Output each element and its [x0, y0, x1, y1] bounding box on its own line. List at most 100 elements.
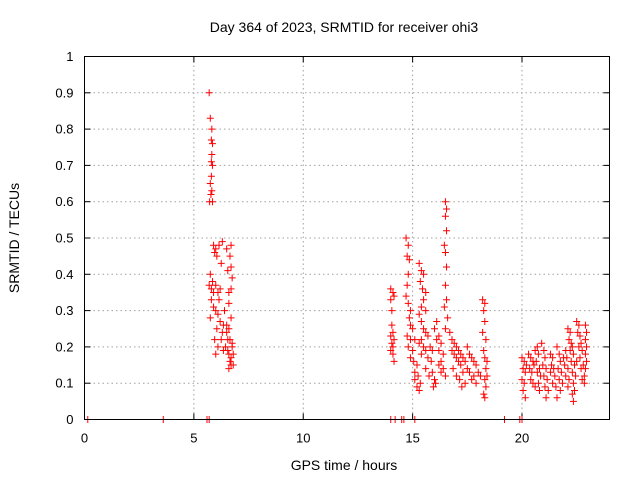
- data-point: [222, 343, 230, 351]
- data-point: [564, 383, 572, 391]
- data-point: [226, 252, 234, 260]
- data-point: [221, 307, 228, 315]
- data-point: [205, 281, 213, 289]
- data-point: [428, 347, 436, 355]
- data-point: [405, 256, 413, 264]
- data-point: [226, 336, 234, 344]
- data-point: [446, 328, 454, 336]
- data-point: [415, 310, 423, 318]
- data-point: [480, 307, 488, 315]
- data-point: [215, 296, 223, 304]
- data-point: [457, 350, 465, 358]
- data-point: [567, 339, 575, 347]
- data-point: [443, 227, 451, 235]
- data-point: [580, 372, 588, 380]
- data-point: [388, 307, 396, 315]
- data-point: [554, 365, 562, 373]
- data-point: [415, 386, 423, 394]
- data-point: [526, 365, 534, 373]
- data-point: [428, 368, 436, 376]
- data-point: [525, 350, 533, 358]
- data-point: [520, 357, 528, 365]
- data-point: [546, 350, 554, 358]
- data-point: [531, 383, 539, 391]
- data-point: [533, 343, 541, 351]
- data-point: [229, 350, 237, 358]
- data-point: [443, 296, 451, 304]
- y-tick-label: 0.8: [55, 122, 73, 137]
- data-point: [468, 376, 476, 384]
- data-point: [466, 350, 473, 358]
- data-point: [402, 234, 410, 242]
- data-point: [435, 361, 443, 369]
- data-point: [429, 383, 437, 391]
- axes: 00.10.20.30.40.50.60.70.80.910 5 10 15 20: [55, 49, 610, 446]
- data-point: [580, 379, 588, 387]
- data-point: [455, 357, 463, 365]
- data-point: [571, 386, 578, 394]
- data-point: [225, 325, 233, 333]
- data-point: [389, 343, 397, 351]
- data-point: [214, 288, 222, 296]
- data-point: [227, 285, 235, 293]
- data-point: [216, 285, 224, 293]
- data-point: [568, 390, 576, 398]
- data-point: [563, 354, 571, 362]
- data-point: [225, 288, 233, 296]
- data-point: [568, 343, 576, 351]
- data-point: [578, 347, 586, 355]
- data-point: [214, 310, 222, 318]
- data-point: [564, 365, 572, 373]
- data-point: [227, 354, 235, 362]
- data-point: [472, 361, 480, 369]
- data-point: [555, 376, 563, 384]
- data-point: [212, 307, 220, 315]
- data-point: [216, 317, 224, 325]
- data-point: [479, 328, 487, 336]
- data-point: [463, 365, 471, 373]
- data-point: [208, 198, 216, 206]
- data-point: [476, 372, 484, 380]
- data-point: [422, 347, 430, 355]
- data-point: [450, 339, 458, 347]
- data-point: [418, 285, 426, 293]
- data-point: [211, 249, 219, 257]
- data-point: [213, 252, 221, 260]
- data-point: [431, 376, 438, 384]
- data-point: [557, 368, 565, 376]
- data-point: [427, 357, 435, 365]
- data-point: [566, 347, 574, 355]
- data-point: [568, 368, 576, 376]
- data-point: [433, 317, 441, 325]
- data-point: [422, 288, 430, 296]
- data-point: [461, 357, 469, 365]
- data-point: [404, 343, 412, 351]
- data-point: [468, 354, 476, 362]
- data-point: [212, 350, 220, 358]
- data-point: [534, 350, 542, 358]
- data-point: [576, 332, 584, 340]
- data-point: [424, 354, 432, 362]
- data-point: [441, 281, 449, 289]
- data-point: [207, 296, 215, 304]
- data-point: [215, 241, 223, 249]
- data-point: [518, 376, 526, 384]
- data-point: [417, 267, 425, 275]
- data-point: [422, 365, 430, 373]
- data-point: [414, 372, 422, 380]
- data-point: [207, 172, 215, 180]
- data-point: [461, 379, 469, 387]
- data-point: [206, 180, 214, 188]
- data-point: [411, 376, 419, 384]
- data-point: [441, 325, 449, 333]
- data-point: [579, 361, 587, 369]
- data-point: [403, 332, 411, 340]
- data-point: [539, 361, 547, 369]
- data-point: [575, 343, 583, 351]
- data-point: [534, 379, 542, 387]
- data-point: [441, 212, 449, 220]
- data-point: [466, 368, 473, 376]
- data-point: [212, 245, 220, 253]
- data-point: [420, 343, 428, 351]
